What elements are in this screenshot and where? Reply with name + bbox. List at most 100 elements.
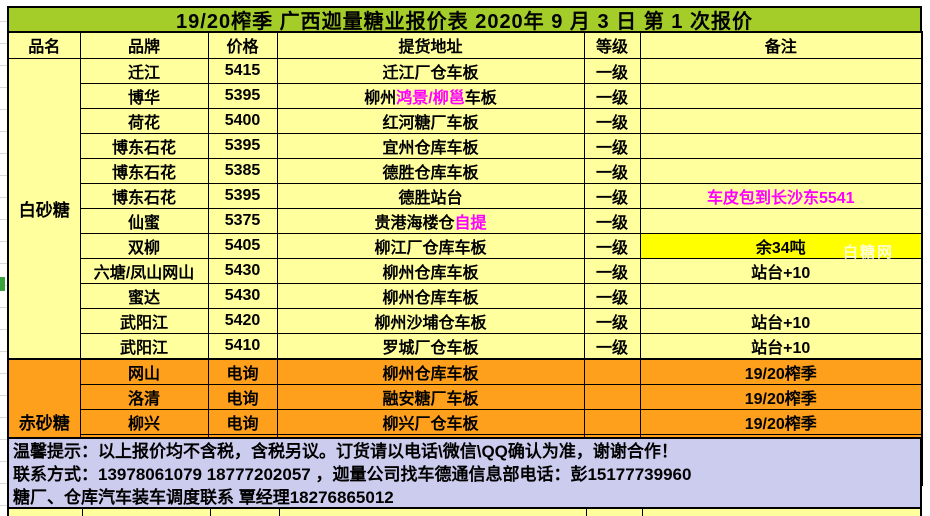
remark-cell[interactable]: 19/20榨季	[639, 383, 923, 410]
brand-cell[interactable]: 六塘/凤山网山	[79, 257, 209, 284]
note-line-tips[interactable]: 温馨提示：以上报价均不含税，含税另议。订货请以电话\微信\QQ确认为准，谢谢合作…	[13, 442, 678, 461]
note-line-contacts[interactable]: 联系方式：13978061079 18777202057 ，迦量公司找车德通信息…	[13, 465, 692, 484]
product-col-header[interactable]: 品名	[7, 31, 81, 59]
remark-cell[interactable]: 站台+10	[639, 307, 923, 334]
brand-cell[interactable]: 迁江	[79, 57, 209, 84]
brand-cell[interactable]: 博东石花	[79, 157, 209, 184]
brand-cell[interactable]: 博华	[79, 82, 209, 109]
remark-cell[interactable]	[639, 157, 923, 184]
remark-cell[interactable]	[639, 57, 923, 84]
remark-cell[interactable]: 车皮包到长沙东5541	[639, 182, 923, 209]
price-cell[interactable]: 5405	[207, 232, 278, 259]
remark-cell[interactable]	[639, 82, 923, 109]
notes-panel: 温馨提示：以上报价均不含税，含税另议。订货请以电话\微信\QQ确认为准，谢谢合作…	[7, 437, 922, 509]
grade-cell[interactable]: 一级	[583, 232, 641, 259]
grid-divider	[82, 509, 83, 516]
address-cell[interactable]: 德胜站台	[276, 182, 585, 209]
price-cell[interactable]: 5395	[207, 82, 278, 109]
remark-cell[interactable]	[639, 282, 923, 309]
remark-cell[interactable]: 站台+10	[639, 257, 923, 284]
grade-cell[interactable]	[583, 408, 641, 435]
note-line-dispatch[interactable]: 糖厂、仓库汽车装车调度联系 覃经理18276865012	[13, 488, 394, 507]
grade-cell[interactable]: 一级	[583, 82, 641, 109]
grade-cell[interactable]: 一级	[583, 332, 641, 359]
price-cell[interactable]: 5430	[207, 257, 278, 284]
remark-cell[interactable]	[639, 207, 923, 234]
address-cell[interactable]: 贵港海楼仓自提	[276, 207, 585, 234]
price-cell[interactable]: 5400	[207, 107, 278, 134]
address-cell[interactable]: 红河糖厂车板	[276, 107, 585, 134]
header-row: 品名 品牌 价格 提货地址 等级 备注	[7, 31, 923, 59]
price-cell[interactable]: 5415	[207, 57, 278, 84]
remark-cell[interactable]: 19/20榨季	[639, 357, 923, 385]
grade-cell[interactable]: 一级	[583, 257, 641, 284]
address-cell[interactable]: 迁江厂仓车板	[276, 57, 585, 84]
address-cell[interactable]: 柳州鸿景/柳邕车板	[276, 82, 585, 109]
price-col-header[interactable]: 价格	[207, 31, 278, 59]
table-row: 赤砂糖 网山 电询 柳州仓库车板 19/20榨季	[7, 357, 923, 485]
remark-text: 19/20榨季	[744, 365, 817, 383]
grid-divider	[586, 509, 587, 516]
table-row: 洛清 电询 融安糖厂车板 19/20榨季	[8, 383, 923, 410]
address-cell[interactable]: 德胜仓库车板	[276, 157, 585, 184]
price-cell[interactable]: 5410	[207, 332, 278, 359]
address-cell[interactable]: 柳州仓库车板	[276, 357, 585, 385]
remark-cell[interactable]: 站台+10	[639, 332, 923, 359]
remark-cell[interactable]	[639, 132, 923, 159]
brand-cell[interactable]: 蜜达	[79, 282, 209, 309]
price-cell[interactable]: 5375	[207, 207, 278, 234]
brand-cell[interactable]: 武阳江	[79, 307, 209, 334]
grade-col-header[interactable]: 等级	[583, 31, 641, 59]
brand-cell[interactable]: 博东石花	[79, 182, 209, 209]
grade-cell[interactable]	[583, 383, 641, 410]
grade-cell[interactable]: 一级	[583, 182, 641, 209]
address-text: 柳州仓库车板	[382, 264, 479, 282]
grade-cell[interactable]	[583, 357, 641, 385]
brand-cell[interactable]: 网山	[79, 357, 209, 385]
grid-divider	[210, 509, 211, 516]
grade-cell[interactable]: 一级	[583, 132, 641, 159]
price-cell[interactable]: 5420	[207, 307, 278, 334]
brand-cell[interactable]: 双柳	[79, 232, 209, 259]
remark-text: 19/20榨季	[744, 415, 817, 433]
remark-text: 余34吨	[755, 239, 806, 257]
address-cell[interactable]: 柳州仓库车板	[276, 282, 585, 309]
category-cell[interactable]: 白砂糖	[7, 57, 81, 359]
address-cell[interactable]: 柳江厂仓库车板	[276, 232, 585, 259]
price-cell[interactable]: 电询	[207, 357, 278, 385]
address-cell[interactable]: 融安糖厂车板	[276, 383, 585, 410]
price-cell[interactable]: 5395	[207, 132, 278, 159]
grade-cell[interactable]: 一级	[583, 307, 641, 334]
address-cell[interactable]: 罗城厂仓车板	[276, 332, 585, 359]
remark-cell[interactable]: 余34吨	[639, 232, 923, 259]
brand-cell[interactable]: 洛清	[79, 383, 209, 410]
brand-cell[interactable]: 仙蜜	[79, 207, 209, 234]
remark-cell[interactable]	[639, 107, 923, 134]
grade-cell[interactable]: 一级	[583, 282, 641, 309]
grade-cell[interactable]: 一级	[583, 57, 641, 84]
price-cell[interactable]: 电询	[207, 383, 278, 410]
grade-cell[interactable]: 一级	[583, 157, 641, 184]
table-row: 博东石花 5395 宜州仓库车板 一级	[8, 132, 923, 159]
brand-cell[interactable]: 博东石花	[79, 132, 209, 159]
grade-cell[interactable]: 一级	[583, 207, 641, 234]
price-cell[interactable]: 电询	[207, 408, 278, 435]
address-col-header[interactable]: 提货地址	[276, 31, 585, 59]
price-cell[interactable]: 5430	[207, 282, 278, 309]
brand-col-header[interactable]: 品牌	[79, 31, 209, 59]
address-cell[interactable]: 柳州沙埔仓车板	[276, 307, 585, 334]
remark-col-header[interactable]: 备注	[639, 31, 923, 59]
remark-text: 站台+10	[751, 264, 811, 282]
report-title[interactable]: 19/20榨季 广西迦量糖业报价表 2020年 9 月 3 日 第 1 次报价	[7, 6, 922, 33]
address-text: 贵港海楼仓	[374, 214, 455, 232]
address-cell[interactable]: 柳兴厂仓车板	[276, 408, 585, 435]
address-cell[interactable]: 宜州仓库车板	[276, 132, 585, 159]
grade-cell[interactable]: 一级	[583, 107, 641, 134]
address-cell[interactable]: 柳州仓库车板	[276, 257, 585, 284]
brand-cell[interactable]: 武阳江	[79, 332, 209, 359]
price-cell[interactable]: 5385	[207, 157, 278, 184]
remark-cell[interactable]: 19/20榨季	[639, 408, 923, 435]
brand-cell[interactable]: 荷花	[79, 107, 209, 134]
brand-cell[interactable]: 柳兴	[79, 408, 209, 435]
price-cell[interactable]: 5395	[207, 182, 278, 209]
